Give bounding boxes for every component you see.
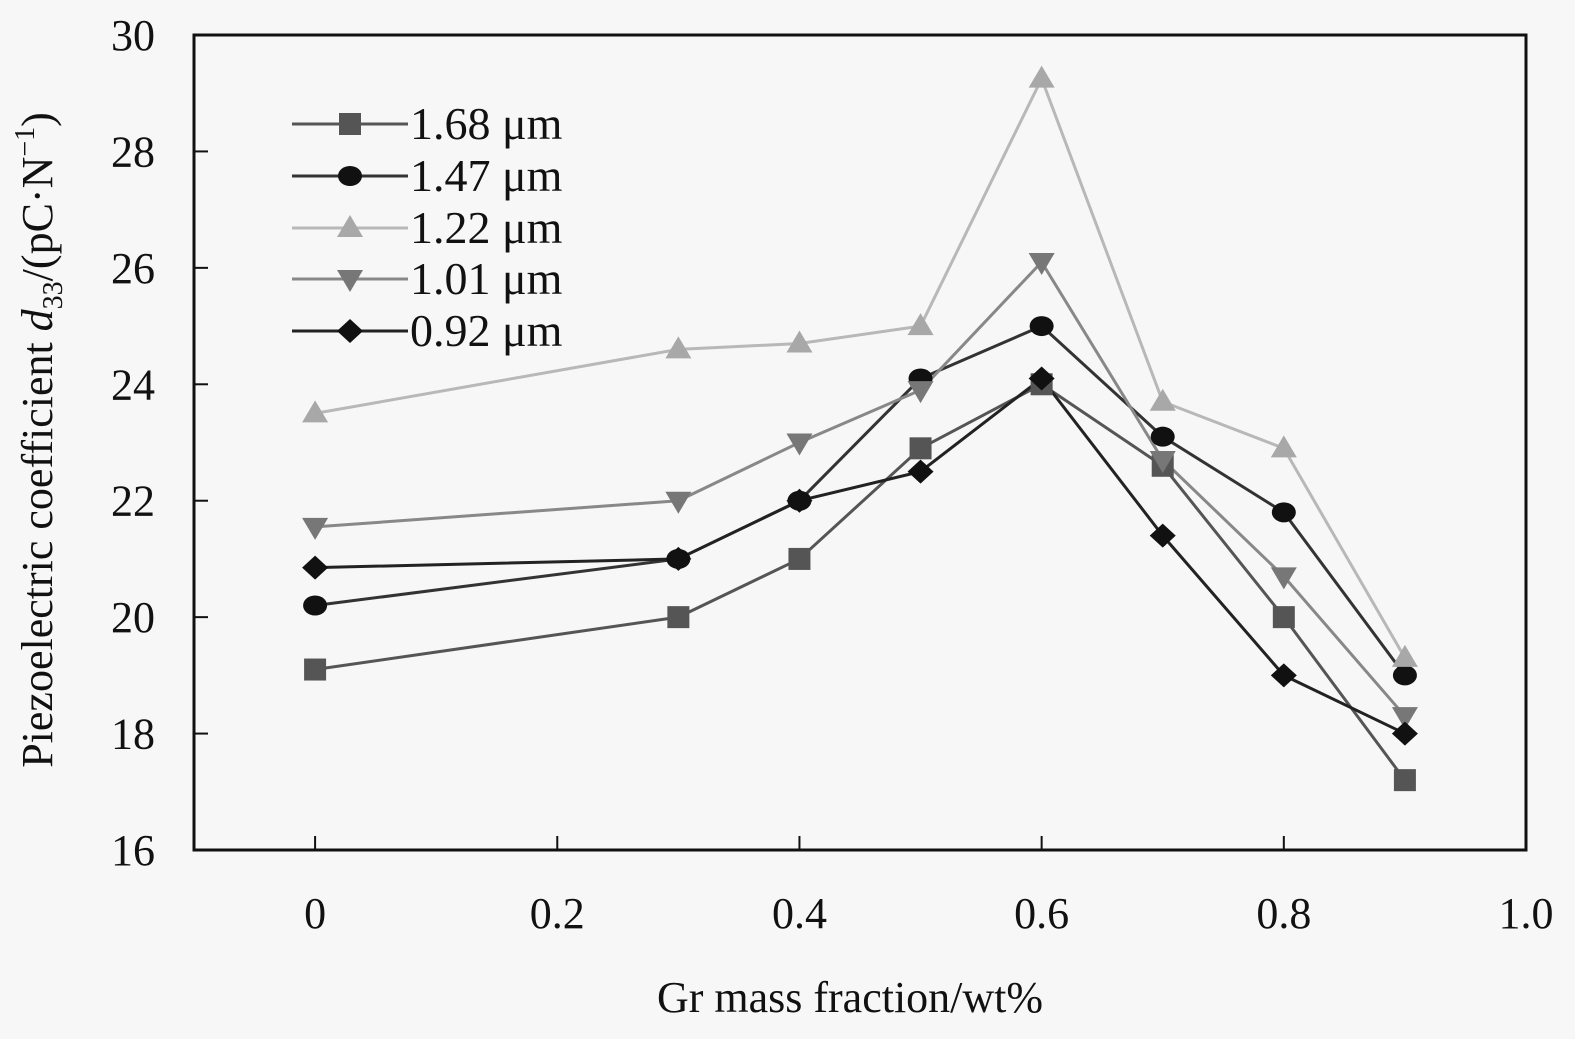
data-point — [909, 437, 932, 460]
data-point — [788, 547, 811, 570]
data-point — [303, 595, 328, 616]
legend-marker-circle — [338, 166, 362, 186]
y-axis-title-close: ) — [13, 112, 62, 127]
data-point — [1028, 65, 1055, 88]
x-tick-label: 0.8 — [1256, 889, 1311, 938]
data-point — [302, 517, 329, 540]
legend: 1.68 μm1.47 μm1.22 μm1.01 μm0.92 μm — [292, 98, 563, 356]
data-point — [786, 433, 813, 456]
data-point — [1028, 253, 1055, 276]
y-axis-title-symbol: d — [13, 308, 62, 331]
series-line-4 — [315, 376, 1406, 735]
y-axis-title-superscript: −1 — [10, 127, 41, 157]
legend-marker-triangle-down — [337, 270, 363, 292]
x-tick-label: 0 — [304, 889, 326, 938]
data-point — [907, 459, 934, 484]
y-tick-label: 30 — [111, 11, 155, 60]
legend-item: 0.92 μm — [292, 305, 563, 356]
x-tick-label: 0.2 — [530, 889, 585, 938]
x-axis-ticks: 0 0.2 0.4 0.6 0.8 1.0 — [304, 836, 1554, 938]
x-axis-title: Gr mass fraction/wt% — [657, 973, 1043, 1022]
series-markers — [302, 65, 1418, 792]
legend-item: 1.68 μm — [292, 98, 563, 149]
data-point — [665, 336, 692, 359]
series-line-0 — [314, 382, 1407, 782]
data-point — [1271, 502, 1296, 523]
data-point — [1028, 366, 1055, 391]
legend-marker-diamond — [337, 319, 363, 343]
data-point — [1392, 665, 1417, 686]
legend-label: 1.47 μm — [410, 150, 563, 201]
data-point — [302, 400, 329, 423]
data-point — [1149, 450, 1176, 473]
data-point — [665, 491, 692, 514]
data-point — [1393, 769, 1416, 792]
legend-item: 1.22 μm — [292, 202, 563, 253]
data-point — [907, 313, 934, 336]
data-point — [1150, 426, 1175, 447]
data-point — [1391, 644, 1418, 667]
data-point — [1149, 388, 1176, 411]
data-point — [1270, 663, 1297, 688]
legend-marker-triangle-up — [337, 215, 363, 237]
series-line-3 — [314, 259, 1407, 718]
plot-frame — [192, 33, 1528, 852]
data-point — [665, 546, 692, 571]
data-point — [1272, 606, 1295, 629]
data-point — [1029, 316, 1054, 337]
y-tick-label: 22 — [111, 477, 155, 526]
legend-marker-square — [339, 113, 361, 135]
legend-item: 1.47 μm — [292, 150, 563, 201]
data-point — [786, 488, 813, 513]
series-line-1 — [314, 324, 1407, 677]
data-point — [786, 330, 813, 353]
data-point — [1391, 707, 1418, 730]
y-tick-label: 16 — [111, 826, 155, 875]
data-point — [304, 658, 327, 681]
x-tick-label: 0.6 — [1014, 889, 1069, 938]
y-axis-title: Piezoelectric coefficient d33/(pC·N−1) — [10, 112, 69, 768]
legend-label: 0.92 μm — [410, 305, 563, 356]
y-tick-label: 24 — [111, 360, 155, 409]
y-tick-label: 28 — [111, 127, 155, 176]
y-axis-title-subscript: 33 — [38, 281, 69, 309]
data-point — [1270, 435, 1297, 458]
data-point — [667, 606, 690, 629]
data-point — [1270, 567, 1297, 590]
x-tick-label: 0.4 — [772, 889, 827, 938]
data-point — [1391, 721, 1418, 746]
data-point — [907, 381, 934, 404]
series-line-2 — [314, 74, 1407, 659]
y-axis-ticks: 16 18 20 22 24 26 28 30 — [111, 11, 208, 875]
data-point — [1149, 523, 1176, 548]
legend-label: 1.01 μm — [410, 253, 563, 304]
y-axis-title-prefix: Piezoelectric coefficient — [13, 331, 62, 768]
x-tick-label: 1.0 — [1499, 889, 1554, 938]
y-tick-label: 26 — [111, 244, 155, 293]
legend-label: 1.68 μm — [410, 98, 563, 149]
y-tick-label: 18 — [111, 710, 155, 759]
y-axis-title-suffix: /(pC·N — [13, 157, 62, 282]
data-point — [302, 555, 329, 580]
legend-label: 1.22 μm — [410, 202, 563, 253]
y-tick-label: 20 — [111, 593, 155, 642]
legend-item: 1.01 μm — [292, 253, 563, 304]
series-lines — [314, 74, 1407, 782]
